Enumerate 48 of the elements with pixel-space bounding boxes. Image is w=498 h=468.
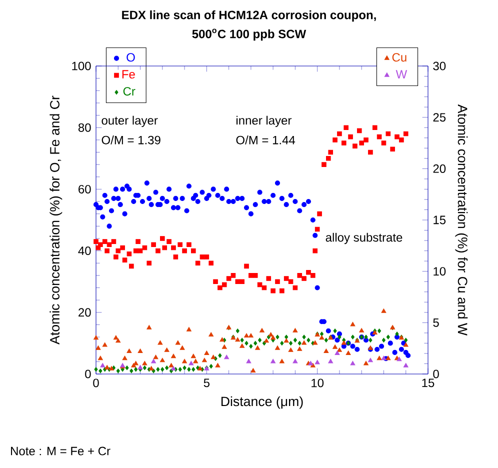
y-tick-label: 20 — [78, 308, 91, 317]
point — [151, 358, 156, 364]
point — [350, 360, 356, 366]
text: Note : M = Fe + Cr — [11, 446, 110, 456]
y-tick-label: 40 — [78, 246, 91, 256]
x-tick-label: 15 — [422, 378, 434, 388]
x-tick-label: 0 — [93, 378, 99, 388]
y2-tick-label: 30 — [433, 62, 446, 70]
y-tick-label: 60 — [78, 184, 91, 194]
y-tick-label: 100 — [72, 62, 91, 70]
x-axis-title: Distance (μm) — [221, 396, 303, 409]
y2-tick-label: 25 — [433, 113, 446, 122]
x-tick-label: 5 — [204, 378, 210, 388]
x-tick-label: 10 — [312, 378, 324, 388]
y-axis-title: Atomic concentration (%) for O, Fe and Cr — [50, 96, 62, 344]
point — [314, 360, 320, 364]
point — [368, 358, 373, 362]
point — [188, 360, 194, 366]
point — [334, 350, 340, 355]
annotation: inner layer — [236, 116, 292, 128]
annotation: O/M = 1.39 — [102, 136, 160, 144]
chart-title: EDX line scan of HCM12A corrosion coupon, — [122, 10, 376, 22]
y-tick-label: 80 — [78, 123, 91, 132]
y2-tick-label: 5 — [433, 318, 439, 327]
y2-tick-label: 10 — [434, 267, 446, 276]
legend-label: Cu — [392, 53, 406, 62]
annotation: O/M = 1.44 — [236, 136, 296, 144]
point — [328, 358, 334, 364]
point — [138, 365, 143, 370]
y2-tick-label: 15 — [434, 216, 446, 224]
point — [403, 362, 408, 368]
legend-label: O — [126, 53, 135, 62]
y2-tick-label: 20 — [433, 164, 446, 173]
y2-axis-title: Atomic concentration (%) for Cu and W — [455, 104, 468, 336]
point — [224, 354, 230, 360]
legend-label: W — [396, 70, 408, 78]
annotation: outer layer — [102, 116, 158, 128]
legend-label: Cr — [123, 87, 136, 96]
annotation: alloy substrate — [326, 232, 402, 244]
point — [270, 358, 276, 364]
y-tick-label: 0 — [85, 370, 91, 378]
point — [100, 362, 106, 368]
point — [171, 366, 176, 370]
y2-tick-label: 0 — [433, 370, 439, 378]
legend-label: Fe — [122, 70, 135, 79]
chart-subtitle: 500$^{o}$C 100 ppb SCW — [192, 28, 306, 41]
point — [246, 358, 252, 364]
point — [292, 358, 298, 364]
